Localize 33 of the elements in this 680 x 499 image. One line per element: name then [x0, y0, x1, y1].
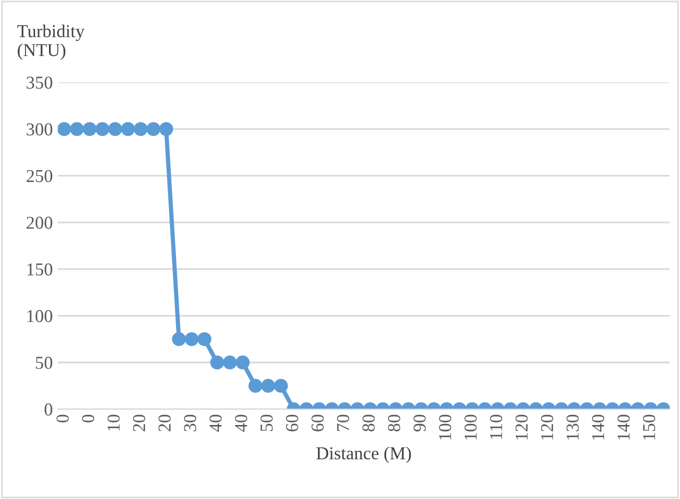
x-tick-label: 0: [82, 414, 94, 422]
y-tick-label: 250: [26, 170, 52, 182]
x-tick-label: 40: [210, 414, 222, 432]
x-tick-label: 40: [235, 414, 248, 432]
y-axis-title: Turbidity (NTU): [17, 24, 84, 60]
x-tick-label: 60: [286, 414, 298, 432]
y-tick-label: 200: [26, 216, 52, 229]
x-tick-label: 30: [184, 414, 196, 432]
y-tick-label: 100: [27, 310, 52, 322]
y-tick-label: 50: [36, 356, 52, 369]
x-tick-label: 150: [643, 414, 656, 440]
x-tick-label: 140: [592, 414, 604, 440]
x-tick-label: 70: [337, 414, 350, 431]
x-tick-label: 130: [566, 414, 579, 440]
x-tick-label: 90: [414, 414, 426, 432]
x-tick-label: 110: [490, 414, 502, 439]
x-tick-label: 20: [133, 414, 146, 432]
x-tick-label: 120: [541, 414, 554, 440]
x-tick-label: 100: [464, 414, 477, 440]
x-tick-label: 50: [260, 414, 273, 432]
y-tick-label: 300: [26, 123, 52, 136]
x-tick-label: 80: [362, 414, 375, 432]
x-tick-label: 10: [108, 414, 120, 431]
x-tick-label: 140: [618, 414, 630, 440]
x-tick-label: 20: [158, 414, 171, 432]
x-tick-label: 120: [516, 414, 528, 440]
x-tick-label: 0: [56, 414, 69, 422]
x-tick-label: 80: [388, 414, 400, 432]
y-tick-label: 150: [27, 263, 52, 276]
x-tick-label: 60: [312, 414, 324, 432]
x-axis-title: Distance (M): [316, 446, 411, 464]
y-tick-label: 350: [26, 76, 52, 89]
x-tick-label: 100: [439, 414, 452, 440]
